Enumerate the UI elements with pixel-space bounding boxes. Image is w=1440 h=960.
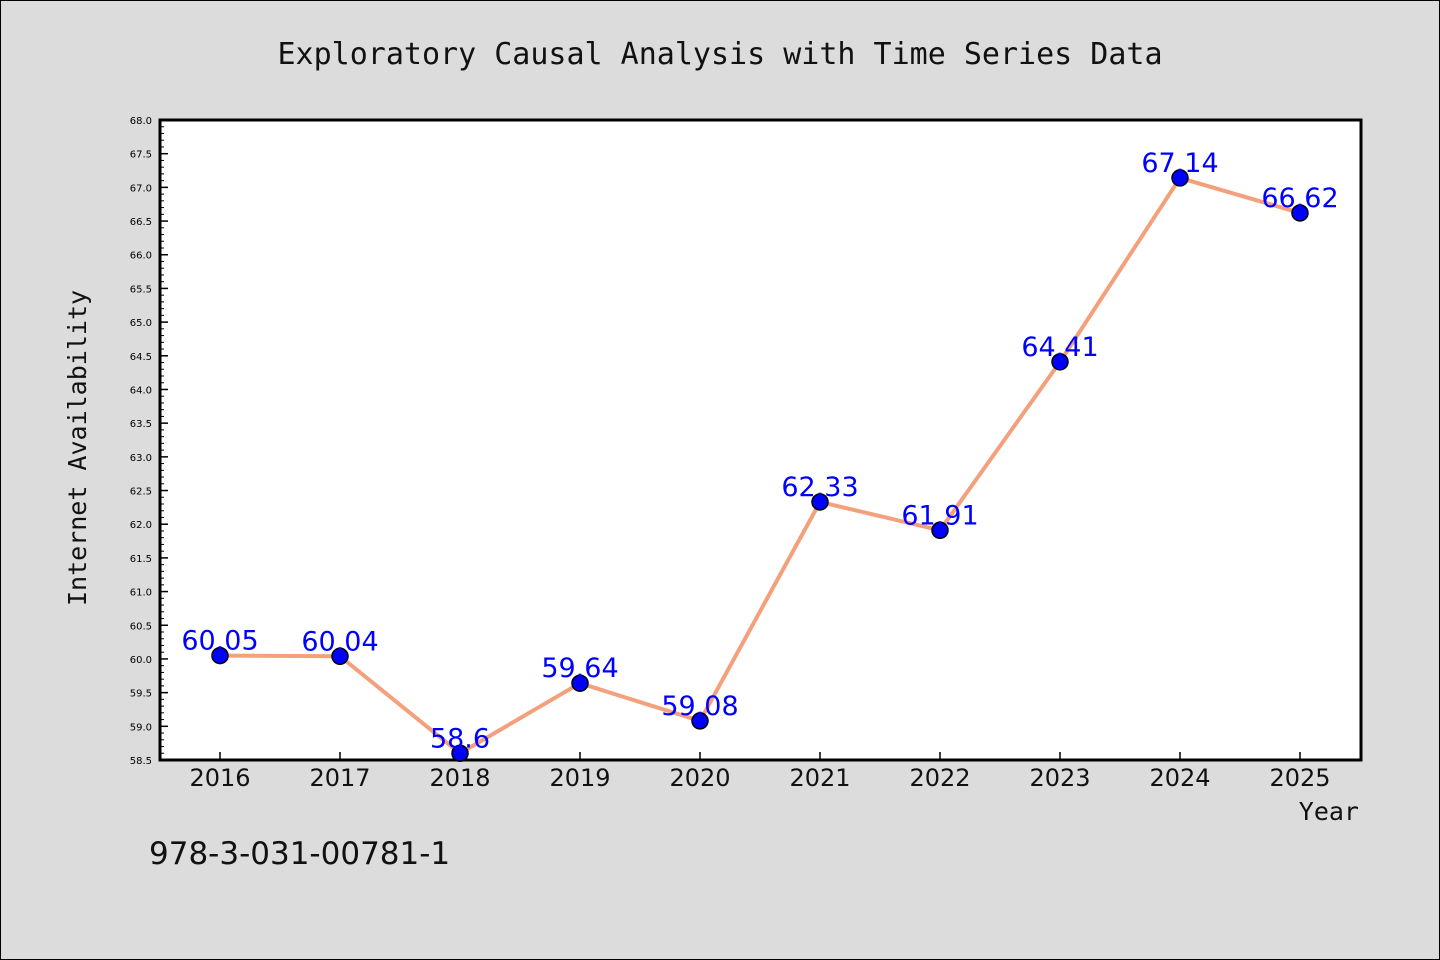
data-label: 62.33 <box>781 472 858 503</box>
y-tick-label: 62.5 <box>130 487 152 498</box>
data-label: 59.64 <box>541 653 618 684</box>
data-point <box>211 646 229 665</box>
y-tick-label: 61.0 <box>130 588 152 599</box>
y-tick-label: 66.0 <box>130 251 152 262</box>
y-tick-label: 63.5 <box>130 419 152 430</box>
data-label: 60.04 <box>301 626 378 657</box>
x-tick-label: 2019 <box>549 764 610 792</box>
x-tick-label: 2018 <box>429 764 490 792</box>
data-labels: 60.05 60.04 58.6 59.64 59.08 62.33 61.91 64.41 6… <box>181 148 1338 754</box>
data-point <box>571 674 589 692</box>
data-point <box>331 647 349 666</box>
y-tick-label: 66.5 <box>130 217 152 228</box>
y-tick-label: 60.5 <box>130 621 152 632</box>
y-tick-label: 62.0 <box>130 520 152 531</box>
y-tick-label: 67.0 <box>130 183 152 194</box>
x-tick-label: 2020 <box>669 764 730 792</box>
y-tick-label: 61.5 <box>130 554 152 565</box>
x-axis-label: Year <box>1299 797 1359 826</box>
data-point <box>451 744 469 763</box>
x-tick-label: 2024 <box>1149 764 1210 792</box>
y-tick-label: 64.0 <box>130 385 152 396</box>
data-point <box>1291 204 1309 222</box>
plot-area <box>158 118 1363 762</box>
y-tick-label: 63.0 <box>130 453 152 464</box>
series-line <box>218 175 1302 756</box>
x-tick-label: 2017 <box>309 764 370 792</box>
data-point <box>1051 353 1069 371</box>
data-point <box>691 712 709 730</box>
x-tick-label: 2021 <box>789 764 850 792</box>
x-tick-label: 2016 <box>189 764 250 792</box>
data-label: 66.62 <box>1261 183 1338 214</box>
data-label: 59.08 <box>661 691 738 722</box>
data-label: 58.6 <box>430 723 490 754</box>
x-tick-label: 2022 <box>909 764 970 792</box>
x-axis-ticks: 2016 2017 2018 2019 2020 2021 2022 2023 2024 2025 <box>189 752 1331 792</box>
y-tick-label: 59.0 <box>130 722 152 733</box>
y-tick-label: 59.5 <box>130 689 152 700</box>
y-tick-label: 67.5 <box>130 150 152 161</box>
data-point <box>931 521 949 540</box>
data-point <box>811 493 829 511</box>
chart-title: Exploratory Causal Analysis with Time Se… <box>277 37 1162 72</box>
data-points <box>211 169 1309 763</box>
data-label: 64.41 <box>1021 332 1098 363</box>
data-label: 60.05 <box>181 626 258 657</box>
y-axis-ticks: 58.5 59.0 59.5 60.0 60.5 61.0 61.5 62.0 62.5 63.0… <box>130 116 168 767</box>
data-point <box>1171 169 1189 187</box>
y-tick-label: 68.0 <box>130 116 152 127</box>
y-tick-label: 65.0 <box>130 318 152 329</box>
data-label: 67.14 <box>1141 148 1218 179</box>
y-axis-label: Internet Availability <box>63 290 92 606</box>
data-label: 61.91 <box>901 500 978 531</box>
x-tick-label: 2025 <box>1269 764 1330 792</box>
x-tick-label: 2023 <box>1029 764 1090 792</box>
y-tick-label: 60.0 <box>130 655 152 666</box>
y-tick-label: 58.5 <box>130 756 152 767</box>
y-tick-label: 64.5 <box>130 352 152 363</box>
isbn-label: 978-3-031-00781-1 <box>149 836 450 872</box>
y-tick-label: 65.5 <box>130 284 152 295</box>
